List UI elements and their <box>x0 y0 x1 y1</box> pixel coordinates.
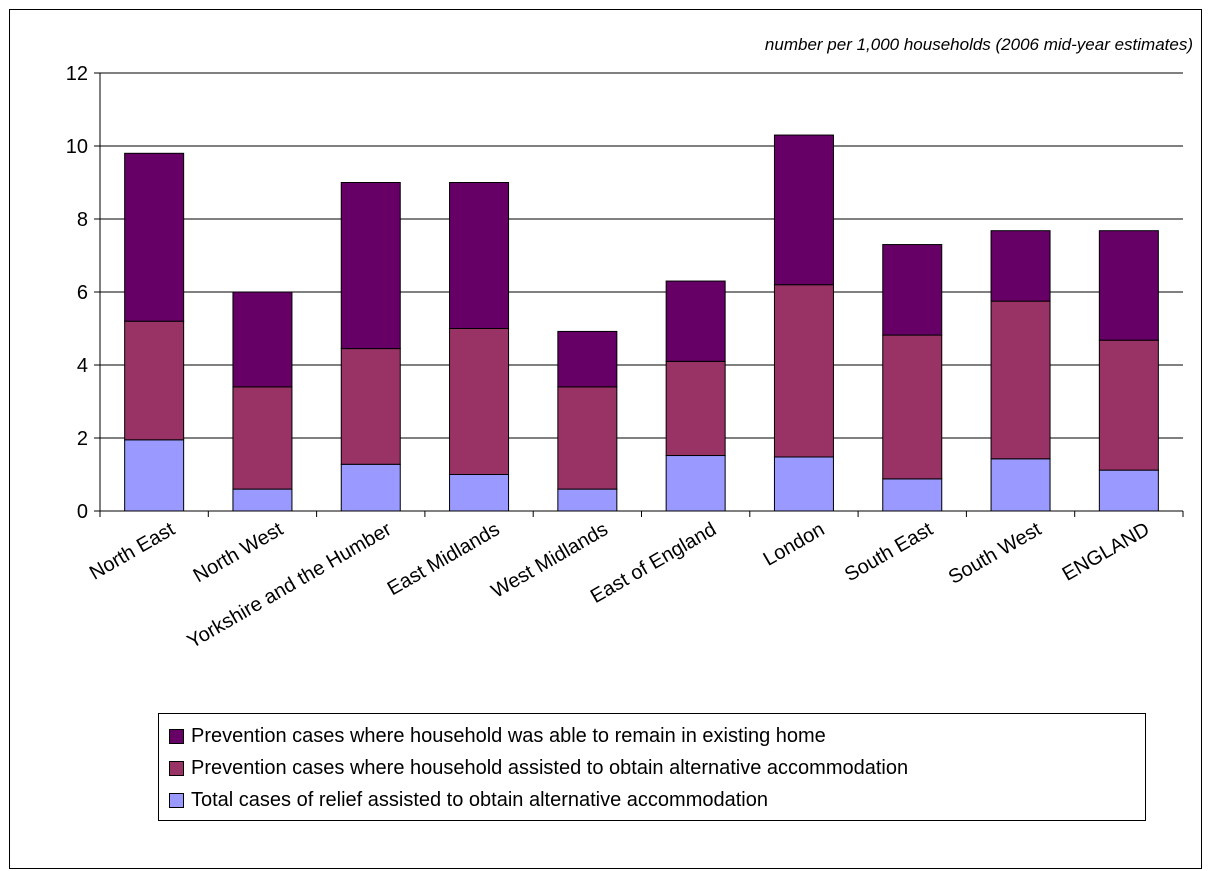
y-tick-label: 8 <box>77 209 88 231</box>
bar-segment <box>882 334 943 480</box>
y-tick-label: 0 <box>77 501 88 523</box>
bar-segment <box>990 458 1051 512</box>
x-tick-label: ENGLAND <box>1059 518 1154 585</box>
x-tick-label: London <box>760 518 829 570</box>
bar-segment <box>773 284 834 458</box>
bar-segment <box>882 244 943 336</box>
bar-segment <box>340 182 401 350</box>
y-tick-label: 6 <box>77 282 88 304</box>
y-tick-label: 2 <box>77 428 88 450</box>
bar-segment <box>1098 230 1159 341</box>
bar-segment <box>665 455 726 512</box>
bar-segment <box>232 488 293 512</box>
chart-legend: Prevention cases where household was abl… <box>158 713 1146 821</box>
bar-segment <box>232 386 293 490</box>
bar-segment <box>340 348 401 465</box>
legend-label-assisted-alternative: Prevention cases where household assiste… <box>191 756 909 779</box>
bar-segment <box>990 230 1051 302</box>
bar-segment <box>449 328 510 475</box>
y-tick-label: 10 <box>66 136 88 158</box>
x-tick-label: South West <box>945 518 1046 589</box>
bar-segment <box>882 478 943 512</box>
legend-item-assisted-alternative: Prevention cases where household assiste… <box>169 752 1145 784</box>
x-tick-label: North East <box>86 518 179 585</box>
chart-subtitle: number per 1,000 households (2006 mid-ye… <box>764 35 1193 54</box>
bar-segment <box>990 300 1051 460</box>
bar-segment <box>557 386 618 490</box>
bar-segment <box>124 439 185 512</box>
bar-segment <box>232 291 293 388</box>
legend-label-relief-cases: Total cases of relief assisted to obtain… <box>191 788 768 811</box>
bar-segment <box>773 134 834 286</box>
x-tick-label: South East <box>841 518 937 586</box>
bar-segment <box>449 182 510 329</box>
bar-segment <box>557 488 618 512</box>
legend-swatch-remain-home <box>169 728 184 744</box>
bar-segment <box>124 152 185 322</box>
legend-item-remain-home: Prevention cases where household was abl… <box>169 720 1145 752</box>
x-tick-label: East Midlands <box>384 518 504 600</box>
legend-swatch-relief-cases <box>169 792 184 808</box>
x-tick-label: North West <box>190 518 288 587</box>
bar-segment <box>665 280 726 362</box>
y-tick-label: 12 <box>66 63 88 85</box>
y-tick-label: 4 <box>77 355 88 377</box>
bar-segment <box>557 330 618 388</box>
legend-swatch-assisted-alternative <box>169 760 184 776</box>
bar-segment <box>449 474 510 512</box>
bar-segment <box>340 463 401 512</box>
bar-segment <box>1098 469 1159 512</box>
legend-label-remain-home: Prevention cases where household was abl… <box>191 724 826 747</box>
x-tick-label: Yorkshire and the Humber <box>184 518 396 653</box>
bar-segment <box>1098 339 1159 471</box>
bar-segment <box>665 360 726 457</box>
bar-segment <box>773 456 834 512</box>
legend-item-relief-cases: Total cases of relief assisted to obtain… <box>169 784 1145 816</box>
bar-segment <box>124 320 185 441</box>
